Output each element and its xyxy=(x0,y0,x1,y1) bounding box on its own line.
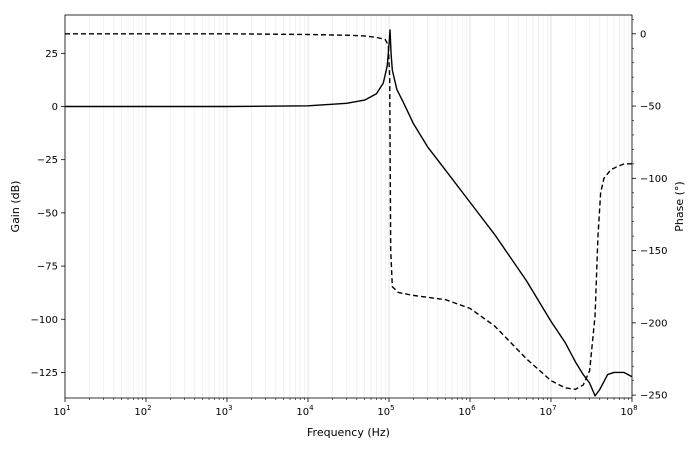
y-right-tick-label: −150 xyxy=(640,246,667,257)
x-axis: 101 102 103 104 105 106 107 108 xyxy=(53,398,638,418)
gain-series-line xyxy=(65,29,633,397)
y-axis-right: 0 −50 −100 −150 −200 −250 xyxy=(632,19,667,402)
y-right-tick-label: −100 xyxy=(640,174,667,185)
y-left-tick-label: −25 xyxy=(37,155,58,166)
y-right-tick-label: 0 xyxy=(640,29,646,40)
y-left-tick-label: −75 xyxy=(37,262,58,273)
plot-frame xyxy=(64,14,633,399)
x-tick-label: 106 xyxy=(458,404,476,418)
y-axis-left: 25 0 −25 −50 −75 −100 −125 xyxy=(31,49,65,379)
y-left-tick-label: −125 xyxy=(31,368,58,379)
y-left-tick-label: −50 xyxy=(37,208,58,219)
x-tick-label: 102 xyxy=(134,404,151,418)
x-tick-label: 107 xyxy=(539,404,556,418)
y-axis-right-label: Phase (°) xyxy=(673,181,686,231)
series-layer xyxy=(65,29,633,397)
x-tick-label: 105 xyxy=(377,404,394,418)
y-right-tick-label: −200 xyxy=(640,318,667,329)
y-left-tick-label: 0 xyxy=(52,102,58,113)
x-tick-label: 103 xyxy=(215,404,232,418)
x-axis-label: Frequency (Hz) xyxy=(307,426,390,439)
x-tick-label: 108 xyxy=(620,404,637,418)
phase-series-line xyxy=(65,33,632,391)
y-right-tick-label: −50 xyxy=(640,102,661,113)
y-axis-left-label: Gain (dB) xyxy=(9,181,22,233)
y-right-tick-label: −250 xyxy=(640,391,667,402)
x-tick-label: 101 xyxy=(53,404,70,418)
y-left-tick-label: 25 xyxy=(45,49,58,60)
y-left-tick-label: −100 xyxy=(31,315,58,326)
grid xyxy=(64,15,633,398)
x-tick-label: 104 xyxy=(296,404,314,418)
